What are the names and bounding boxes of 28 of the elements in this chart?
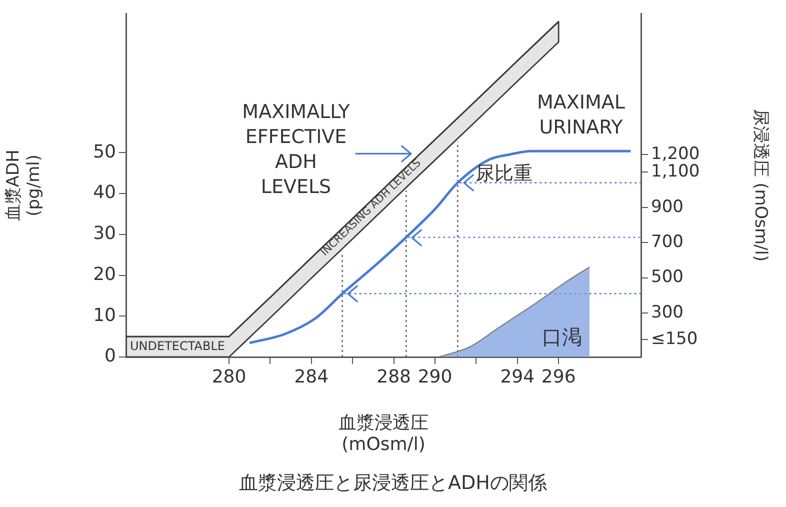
x-tick-label: 290	[418, 366, 452, 388]
y-axis-title: 血漿ADH (pg/ml)	[4, 150, 44, 222]
y2-tick-label: 700	[651, 232, 684, 252]
text: 血漿浸透圧と尿浸透圧とADHの関係	[238, 471, 548, 496]
y2-tick-label: 1,200	[651, 144, 700, 164]
x-axis-title: 血漿浸透圧 (mOsm/l)	[338, 412, 428, 455]
annotation: MAXIMAL URINARY	[537, 92, 626, 139]
y2-tick-label: 1,100	[651, 162, 700, 182]
y-tick-label: 50	[93, 141, 116, 162]
y-tick-label: 40	[93, 182, 116, 204]
y-tick-label: 20	[93, 264, 116, 285]
series-label: 口渇	[542, 325, 582, 350]
x-tick-label: 280	[212, 366, 246, 388]
y2-tick-label: 900	[651, 196, 684, 217]
x-tick-label: 284	[294, 366, 329, 388]
y2-tick-label: 500	[651, 267, 684, 288]
legend-label: 尿比重	[476, 162, 533, 185]
x-tick-label: 294	[500, 366, 535, 388]
y2-tick-label: 300	[651, 302, 684, 322]
annotation: UNDETECTABLE	[130, 338, 225, 353]
y-tick-label: 10	[93, 304, 116, 326]
x-tick-label: 296	[541, 366, 576, 388]
annotation: MAXIMALLY EFFECTIVE ADH LEVELS	[242, 101, 350, 198]
y2-tick-label: ≤150	[651, 328, 698, 349]
x-tick-label: 288	[376, 366, 411, 388]
y-tick-label: 30	[93, 223, 116, 244]
y-tick-label: 0	[104, 346, 116, 367]
y2-axis-title: 尿浸透圧 (mOsm/l)	[750, 109, 770, 262]
